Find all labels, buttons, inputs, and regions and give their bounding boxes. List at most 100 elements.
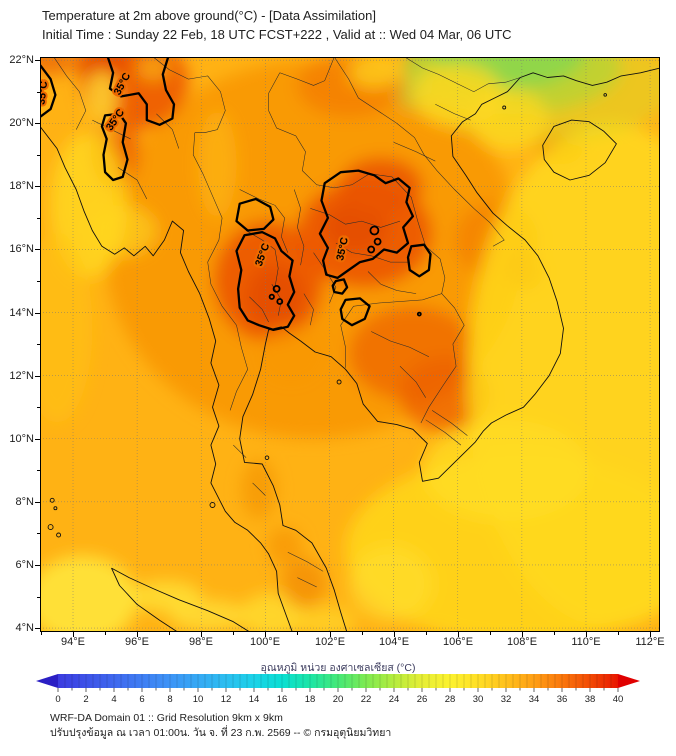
colorbar-tick-label: 38	[585, 694, 596, 705]
lon-tick-mark	[522, 632, 523, 637]
lat-tick-label: 6°N	[15, 559, 34, 571]
lon-tick-mark	[265, 632, 266, 637]
lon-tick-mark	[233, 632, 234, 635]
map-frame	[40, 57, 660, 632]
lat-tick-label: 10°N	[9, 433, 34, 445]
colorbar-tick-label: 20	[333, 694, 344, 705]
temp-contours-35c	[40, 57, 432, 332]
colorbar-tick-label: 36	[557, 694, 568, 705]
lon-tick-label: 106°E	[442, 636, 474, 648]
footer: WRF-DA Domain 01 :: Grid Resolution 9km …	[50, 711, 391, 741]
lat-tick-mark	[35, 249, 40, 250]
lon-tick-mark	[41, 632, 42, 635]
lon-tick-mark	[458, 632, 459, 637]
lon-tick-label: 110°E	[571, 636, 601, 648]
lat-tick-mark	[35, 376, 40, 377]
lon-tick-mark	[586, 632, 587, 637]
lat-tick-label: 12°N	[9, 370, 34, 382]
lon-tick-mark	[73, 632, 74, 637]
page-subtitle: Initial Time : Sunday 22 Feb, 18 UTC FCS…	[42, 27, 512, 42]
colorbar-tick-label: 30	[473, 694, 484, 705]
colorbar-tick-label: 6	[139, 694, 144, 705]
lon-tick-mark	[201, 632, 202, 637]
lat-tick-mark	[35, 628, 40, 629]
lat-tick-mark	[37, 92, 40, 93]
colorbar-tick-label: 28	[445, 694, 456, 705]
lat-tick-mark	[35, 186, 40, 187]
lon-tick-label: 108°E	[506, 636, 538, 648]
lat-tick-mark	[35, 502, 40, 503]
lat-tick-mark	[37, 281, 40, 282]
lat-tick-mark	[35, 439, 40, 440]
colorbar-label: อุณหภูมิ หน่วย องศาเซลเซียส (°C)	[260, 662, 416, 674]
lat-tick-mark	[37, 218, 40, 219]
lon-tick-mark	[490, 632, 491, 635]
colorbar-tick-label: 4	[111, 694, 116, 705]
lat-tick-label: 4°N	[15, 622, 34, 634]
temperature-field-blobs	[40, 57, 660, 632]
lon-tick-mark	[362, 632, 363, 635]
colorbar-tick-label: 18	[305, 694, 316, 705]
colorbar: 0 2 4 6 8 10 12 14 16 18 20 22 24 26 28 30 32 34 36 38 40	[36, 674, 640, 705]
temperature-map: 35°C 35°C35°C35°C 35°C	[40, 57, 660, 632]
map-panel: 35°C 35°C 35°C 35°C 35°C 22°N 20°N 18°N 16°N 14°…	[9, 54, 665, 648]
hainan-island	[542, 119, 617, 181]
lat-tick-mark	[35, 60, 40, 61]
colorbar-tick-label: 8	[167, 694, 172, 705]
lon-tick-mark	[394, 632, 395, 637]
colorbar-tick-label: 40	[613, 694, 624, 705]
lat-tick-mark	[37, 533, 40, 534]
colorbar-ticks	[57, 688, 619, 692]
lat-tick-label: 18°N	[9, 180, 34, 192]
lat-tick-mark	[37, 597, 40, 598]
lon-tick-label: 102°E	[314, 636, 346, 648]
lon-tick-label: 104°E	[378, 636, 410, 648]
colorbar-segments	[64, 674, 612, 688]
lat-tick-label: 20°N	[9, 117, 34, 129]
colorbar-tick-label: 14	[249, 694, 260, 705]
lon-tick-mark	[554, 632, 555, 635]
lat-tick-label: 14°N	[9, 307, 34, 319]
colorbar-tick-label: 2	[83, 694, 88, 705]
admin-borders	[53, 57, 521, 588]
colorbar-tick-label: 10	[193, 694, 204, 705]
colorbar-tick-label: 12	[221, 694, 232, 705]
lat-tick-mark	[35, 565, 40, 566]
lat-tick-label: 8°N	[15, 496, 34, 508]
header: Temperature at 2m above ground(°C) - [Da…	[42, 6, 512, 44]
lon-tick-mark	[650, 632, 651, 637]
colorbar-tick-label: 22	[361, 694, 372, 705]
colorbar-tick-label: 24	[389, 694, 400, 705]
page-title: Temperature at 2m above ground(°C) - [Da…	[42, 8, 376, 23]
colorbar-under-arrow	[36, 674, 58, 688]
lon-tick-label: 94°E	[61, 636, 85, 648]
lat-tick-label: 22°N	[9, 54, 34, 66]
colorbar-over-arrow	[618, 674, 640, 688]
lat-tick-mark	[37, 155, 40, 156]
lon-tick-label: 98°E	[189, 636, 213, 648]
lon-tick-mark	[105, 632, 106, 635]
lon-tick-mark	[137, 632, 138, 637]
footer-line1: WRF-DA Domain 01 :: Grid Resolution 9km …	[50, 712, 283, 724]
lon-tick-label: 100°E	[249, 636, 281, 648]
graticule	[40, 57, 660, 632]
lon-tick-mark	[618, 632, 619, 635]
colorbar-tick-label: 16	[277, 694, 288, 705]
lon-tick-label: 112°E	[635, 636, 665, 648]
lat-tick-mark	[35, 123, 40, 124]
colorbar-tick-label: 32	[501, 694, 512, 705]
colorbar-tick-label: 0	[55, 694, 60, 705]
colorbar-tick-label: 26	[417, 694, 428, 705]
lon-tick-label: 96°E	[125, 636, 149, 648]
lat-tick-mark	[37, 344, 40, 345]
lat-tick-mark	[35, 313, 40, 314]
colorbar-tick-label: 34	[529, 694, 540, 705]
coastlines	[40, 67, 660, 632]
lon-tick-mark	[426, 632, 427, 635]
colorbar-gradient	[58, 674, 618, 688]
lat-tick-mark	[37, 407, 40, 408]
lon-tick-mark	[330, 632, 331, 637]
lon-tick-mark	[169, 632, 170, 635]
lon-tick-mark	[297, 632, 298, 635]
